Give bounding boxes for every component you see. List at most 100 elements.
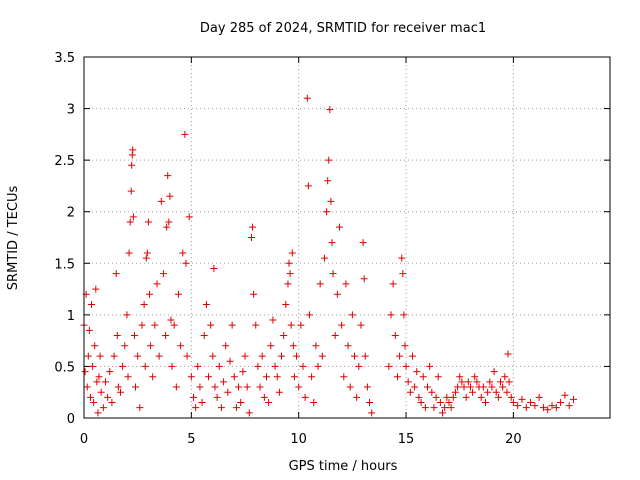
data-point [147, 342, 155, 350]
data-point [432, 393, 440, 401]
data-point [333, 290, 341, 298]
data-point [552, 404, 560, 412]
data-point [157, 197, 165, 205]
data-point [303, 94, 311, 102]
data-point [539, 404, 547, 412]
data-point [481, 399, 489, 407]
data-point [507, 393, 515, 401]
data-point [95, 373, 103, 381]
data-point [527, 399, 535, 407]
data-point [167, 316, 175, 324]
data-point [408, 352, 416, 360]
data-point [159, 270, 167, 278]
data-point [267, 342, 275, 350]
data-point [241, 352, 249, 360]
data-point [144, 218, 152, 226]
data-point [299, 362, 307, 370]
data-point [245, 409, 253, 417]
data-point [360, 275, 368, 283]
data-point [430, 404, 438, 412]
data-point [326, 106, 334, 114]
data-point [522, 404, 530, 412]
data-point [499, 383, 507, 391]
data-point [460, 383, 468, 391]
data-point [393, 373, 401, 381]
data-point [228, 321, 236, 329]
data-point [262, 373, 270, 381]
data-point [134, 352, 142, 360]
x-axis-label: GPS time / hours [289, 459, 398, 474]
data-point [391, 331, 399, 339]
y-tick-label: 3 [67, 103, 75, 118]
data-point [130, 331, 138, 339]
data-point [155, 352, 163, 360]
data-point [138, 321, 146, 329]
data-point [142, 254, 150, 262]
data-point [271, 362, 279, 370]
data-point [210, 264, 218, 272]
data-point [101, 378, 109, 386]
data-point [293, 352, 301, 360]
data-point [252, 321, 260, 329]
data-point [183, 352, 191, 360]
x-tick-label: 15 [398, 432, 415, 447]
data-point [462, 393, 470, 401]
data-point [235, 383, 243, 391]
data-point [189, 393, 197, 401]
data-point [479, 383, 487, 391]
data-point [280, 331, 288, 339]
data-points [80, 94, 578, 417]
data-point [114, 383, 122, 391]
data-point [351, 352, 359, 360]
data-point [273, 373, 281, 381]
data-point [149, 373, 157, 381]
data-point [535, 393, 543, 401]
data-point [557, 399, 565, 407]
data-point [230, 373, 238, 381]
data-point [329, 270, 337, 278]
data-point [90, 399, 98, 407]
data-point [168, 362, 176, 370]
data-point [413, 368, 421, 376]
data-point [400, 311, 408, 319]
data-point [411, 383, 419, 391]
data-point [406, 388, 414, 396]
data-point [141, 362, 149, 370]
data-point [290, 373, 298, 381]
data-point [84, 352, 92, 360]
data-point [265, 399, 273, 407]
data-point [415, 393, 423, 401]
data-point [497, 378, 505, 386]
data-point [304, 182, 312, 190]
data-point [185, 213, 193, 221]
data-point [417, 399, 425, 407]
x-tick-label: 5 [187, 432, 195, 447]
data-point [486, 378, 494, 386]
data-point [113, 331, 121, 339]
y-tick-label: 3.5 [54, 51, 75, 66]
data-point [327, 197, 335, 205]
data-point [501, 373, 509, 381]
data-point [355, 362, 363, 370]
data-point [363, 383, 371, 391]
x-tick-label: 0 [80, 432, 88, 447]
data-point [145, 290, 153, 298]
data-point [544, 406, 552, 414]
data-point [116, 388, 124, 396]
data-point [170, 321, 178, 329]
data-point [570, 395, 578, 403]
data-point [344, 342, 352, 350]
data-point [86, 393, 94, 401]
data-point [401, 342, 409, 350]
data-point [97, 388, 105, 396]
data-point [288, 249, 296, 257]
data-point [285, 259, 293, 267]
data-point [310, 399, 318, 407]
y-tick-label: 0.5 [54, 360, 75, 375]
data-point [286, 270, 294, 278]
data-point [308, 373, 316, 381]
data-point [494, 393, 502, 401]
data-point [320, 254, 328, 262]
data-point [194, 362, 202, 370]
